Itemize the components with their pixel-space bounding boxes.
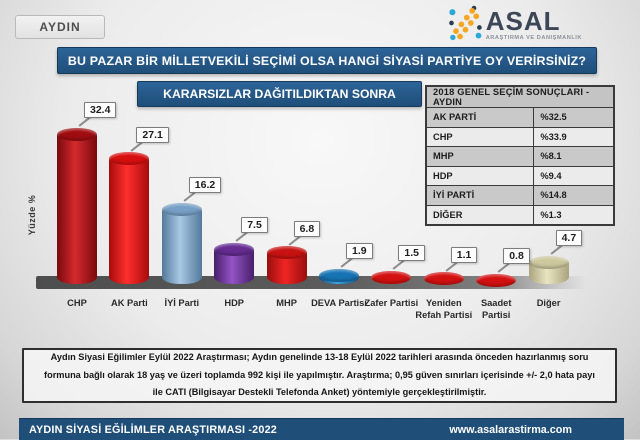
bar-cap (423, 272, 464, 286)
asal-logo-icon (448, 5, 482, 41)
y-axis-label: Yüzde % (27, 194, 37, 236)
table-cell-party: İYİ PARTİ (427, 186, 535, 205)
table-cell-value: %14.8 (540, 190, 567, 201)
value-label: 7.5 (241, 217, 268, 234)
table-row: İYİ PARTİ %14.8 (427, 186, 613, 206)
value-label: 1.1 (450, 246, 478, 263)
asal-logo-text: ASAL (485, 6, 561, 36)
chart-subtitle: KARARSIZLAR DAĞITILDIKTAN SONRA (137, 81, 422, 107)
bar-AK Parti (109, 158, 150, 284)
footer-bar: AYDIN SİYASİ EĞİLİMLER ARAŞTIRMASI -2022… (19, 418, 624, 440)
value-label: 4.7 (555, 230, 583, 247)
table-row: CHP %33.9 (427, 127, 613, 147)
category-label: Yeniden Refah Partisi (415, 298, 473, 321)
value-label: 1.9 (346, 243, 373, 260)
table-cell-party: DİĞER (427, 205, 535, 224)
bar-cap (214, 242, 255, 256)
value-label: 6.8 (293, 220, 321, 237)
value-label: 0.8 (503, 248, 530, 264)
table-row: DİĞER %1.3 (427, 205, 613, 224)
bar-cap (528, 255, 569, 269)
bar-cap (57, 127, 97, 141)
category-label: İYİ Parti (164, 298, 200, 308)
category-label: Zafer Partisi (364, 298, 419, 308)
methodology-text: Aydın Siyasi Eğilimler Eylül 2022 Araştı… (44, 352, 595, 398)
bar-cap (319, 268, 359, 282)
table-row: AK PARTİ %32.5 (427, 108, 613, 128)
table-cell-party: CHP (427, 127, 535, 146)
table-cell-value: %1.3 (540, 209, 562, 220)
asal-logo: ASAL ARAŞTIRMA VE DANIŞMANLIK (447, 5, 582, 41)
table-cell-value: %8.1 (540, 151, 562, 162)
bar-cap (476, 273, 517, 287)
bar-cap (266, 246, 307, 260)
results-table-title: 2018 GENEL SEÇİM SONUÇLARI - AYDIN (427, 87, 613, 108)
category-label: CHP (67, 298, 87, 308)
table-cell-value: %32.5 (540, 112, 567, 123)
bar-cap (109, 152, 150, 166)
value-label: 27.1 (136, 126, 169, 143)
bar-İYİ Parti (161, 209, 202, 284)
asal-logo-subtitle: ARAŞTIRMA VE DANIŞMANLIK (485, 35, 582, 41)
bar-cap (371, 270, 412, 284)
category-label: HDP (224, 298, 244, 308)
category-label: AK Parti (111, 298, 148, 308)
table-cell-party: AK PARTİ (427, 108, 535, 127)
methodology-note: Aydın Siyasi Eğilimler Eylül 2022 Araştı… (22, 348, 617, 403)
table-cell-party: HDP (427, 166, 535, 185)
value-label: 32.4 (84, 102, 117, 119)
category-label: DEVA Partisi (311, 298, 367, 308)
footer-website-link[interactable]: www.asalarastirma.com (449, 423, 572, 436)
bar-chart: Yüzde % 32.4 CHP 27.1 AK Parti 16.2 İYİ Parti… (0, 100, 640, 345)
bar-CHP (57, 134, 97, 284)
table-cell-value: %33.9 (540, 131, 567, 142)
table-row: MHP %8.1 (427, 147, 613, 167)
category-label: Diğer (536, 298, 561, 308)
table-cell-party: MHP (427, 147, 535, 166)
value-label: 16.2 (188, 177, 222, 194)
results-table-2018: 2018 GENEL SEÇİM SONUÇLARI - AYDIN AK PA… (425, 85, 615, 226)
question-title: BU PAZAR BİR MİLLETVEKİLİ SEÇİMİ OLSA HA… (57, 47, 597, 74)
table-cell-value: %9.4 (540, 170, 562, 181)
region-badge: AYDIN (15, 15, 105, 39)
category-label: MHP (276, 298, 297, 308)
category-label: Saadet Partisi (480, 298, 512, 321)
bar-cap (161, 202, 202, 216)
value-label: 1.5 (398, 245, 425, 262)
footer-report-title: AYDIN SİYASİ EĞİLİMLER ARAŞTIRMASI -2022 (29, 423, 277, 436)
table-row: HDP %9.4 (427, 166, 613, 186)
